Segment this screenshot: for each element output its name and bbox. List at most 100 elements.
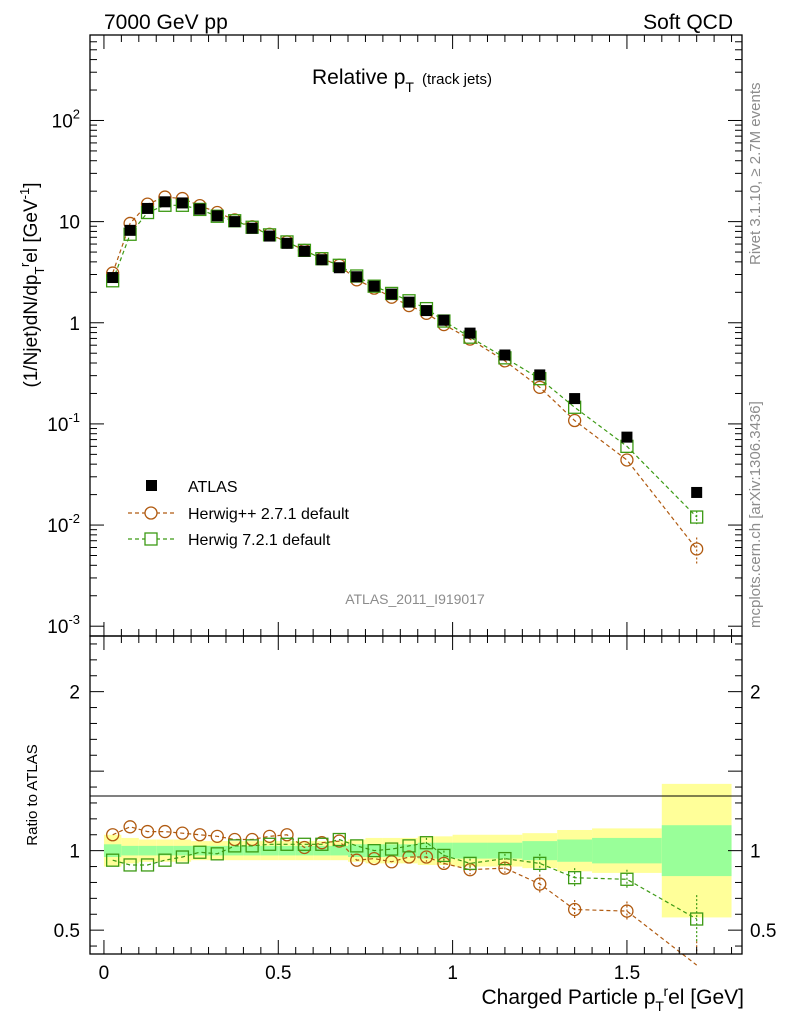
herwigpp-ratio-point [210,829,224,843]
band-inner [243,845,261,856]
band-inner [661,825,732,877]
y-tick-label: 102 [52,106,80,132]
x-tick-label: 1 [447,963,458,984]
x-axis-label: Charged Particle pTrel [GeV] [481,983,744,1014]
legend-marker-herwigpp [144,506,158,520]
atlas-point [264,230,276,242]
herwig7-ratio-point [193,845,207,859]
herwigpp-ratio-line [112,826,698,966]
herwig7-line [112,204,698,518]
atlas-point [499,349,511,361]
legend: ATLAS Herwig++ 2.7.1 default Herwig 7.2.… [128,479,350,549]
herwig7-ratio-point [567,871,582,885]
herwig7-point [193,202,207,217]
herwigpp-ratio-point [419,850,434,864]
herwigpp-point [620,453,634,467]
herwigpp-ratio-point [158,824,172,839]
herwigpp-point [533,380,547,394]
plot-title-extra: (track jets) [422,71,492,88]
ratio-axis-ticks [90,636,742,954]
herwigpp-ratio-point [620,904,634,918]
ratio-plot-content [106,820,704,966]
band-inner [452,842,488,859]
mcplots-label: mcplots.cern.ch [arXiv:1306.3436] [747,401,764,628]
y-tick-label: 10-1 [47,410,80,436]
ratio-plot-panel: 0.5 0.5 1 1 2 2 0 0.5 1 1.5 Ratio to ATLAS Charg… [24,635,776,1014]
atlas-point [691,486,703,498]
herwig7-point [210,209,224,223]
atlas-point [281,237,293,249]
band-inner [121,845,139,856]
rivet-version-label: Rivet 3.1.10, ≥ 2.7M events [747,83,764,266]
herwig7-ratio-point [533,856,547,871]
band-inner [208,845,226,856]
band-inner [330,845,349,856]
atlas-point [333,262,345,274]
main-axis-ticks [90,34,742,636]
legend-label-herwigpp: Herwig++ 2.7.1 default [188,506,350,523]
svg-text:(1/Njet)dN/dpTrel [GeV-1]: (1/Njet)dN/dpTrel [GeV-1] [17,182,47,387]
herwig7-ratio-point [210,847,224,861]
main-plot-content [106,190,704,565]
herwigpp-ratio-point [384,855,399,869]
analysis-id: ATLAS_2011_I919017 [345,591,485,607]
ratio-y-tick-label-right: 1 [750,842,761,863]
ratio-y-tick-label: 1 [69,842,80,863]
atlas-point [246,222,258,234]
atlas-point [142,202,154,214]
band-inner [487,842,523,859]
herwig7-ratio-point [332,832,346,847]
ratio-x-tick-labels: 0 0.5 1 1.5 [99,963,640,984]
atlas-point [403,296,415,308]
ratio-y-tick-label-right: 2 [750,683,761,704]
herwigpp-ratio-point [262,829,277,843]
plot-title-sub: T [405,79,414,95]
herwigpp-point [690,542,704,556]
atlas-point [351,271,363,283]
herwigpp-line [112,196,698,550]
main-plot-panel: 10-3 10-2 10-1 1 10 102 Relative pT (track jet… [17,34,743,638]
herwig7-ratio-point [419,836,434,850]
atlas-point [386,288,398,300]
legend-marker-atlas [146,480,157,491]
band-inner [225,845,244,856]
y-tick-label: 10 [59,213,80,234]
herwig7-ratio-point [158,853,172,867]
atlas-point [159,196,171,208]
atlas-point [569,393,581,405]
herwigpp-ratio-point [123,820,137,834]
ratio-y-tick-label: 2 [69,683,80,704]
herwigpp-ratio-point [193,828,207,842]
herwigpp-ratio-point [567,902,582,917]
legend-marker-herwig7 [144,532,158,546]
x-tick-label: 0.5 [265,963,291,984]
herwigpp-point [567,413,582,428]
y-tick-label: 10-3 [47,612,80,638]
plot-title-main: Relative p [312,66,405,89]
band-inner [522,841,558,861]
atlas-point [420,305,432,317]
y-tick-label: 1 [69,314,80,335]
herwig7-ratio-point [367,844,381,858]
plot-title: Relative pT (track jets) [312,66,492,95]
ratio-y-tick-label-right: 0.5 [750,921,776,942]
atlas-point [176,197,188,209]
ratio-y-tick-label: 0.5 [54,921,80,942]
atlas-point [107,272,119,284]
herwigpp-ratio-point [280,828,294,842]
herwig7-ratio-point [402,839,416,853]
herwigpp-ratio-point [533,877,547,891]
band-inner [592,837,662,864]
herwig7-point [367,279,381,293]
herwigpp-ratio-point [106,828,120,842]
header-right: Soft QCD [643,11,733,34]
atlas-point [464,327,476,339]
atlas-point [316,254,328,266]
atlas-point [534,369,546,381]
band-inner [138,845,157,856]
herwig7-ratio-point [175,850,190,864]
herwig7-ratio-point [245,839,259,853]
herwig7-ratio-point [106,853,120,867]
atlas-point [194,203,206,215]
herwig7-ratio-point [123,858,137,872]
